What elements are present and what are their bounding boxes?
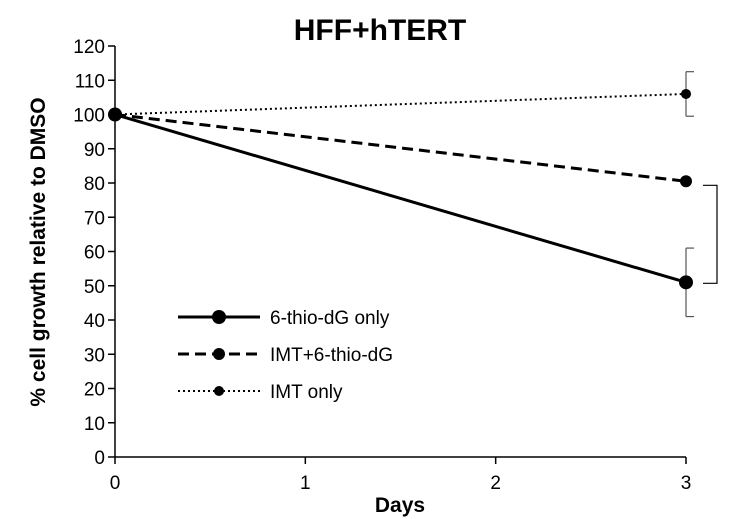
y-axis-title: % cell growth relative to DMSO [27,97,50,406]
y-tick-label: 120 [73,37,105,58]
legend-swatch-marker [213,348,225,360]
x-ticks: 0 1 2 3 [110,457,692,494]
y-tick-label: 30 [84,345,105,366]
y-tick-label: 0 [94,448,105,469]
significance-label: ** [731,219,748,251]
y-tick-label: 50 [84,277,105,298]
y-tick-label: 60 [84,243,105,264]
series-0 [108,107,694,318]
legend-swatch-marker [214,386,224,396]
series-layer [108,71,694,318]
legend-label: IMT only [270,382,343,403]
x-axis-title: Days [375,494,425,517]
x-tick-label: 2 [490,473,501,494]
series-line [114,113,687,183]
x-tick-label: 3 [681,473,692,494]
data-point [110,109,120,120]
series-1 [109,108,692,188]
series-2 [110,71,694,120]
legend-swatch-marker [212,310,226,324]
x-tick-label: 0 [110,473,121,494]
legend-label: IMT+6-thio-dG [270,345,393,366]
legend-label: 6-thio-dG only [270,308,390,329]
y-ticks: 0 10 20 30 40 50 60 70 80 90 100 110 120 [73,37,115,469]
series-line [114,113,687,284]
significance-bracket [703,184,718,284]
data-point [681,88,691,99]
y-tick-label: 70 [84,208,105,229]
series-line [114,92,687,116]
y-tick-label: 110 [75,71,105,92]
chart-title: HFF+hTERT [294,14,467,47]
data-point [680,175,692,188]
y-tick-label: 20 [84,380,105,401]
y-tick-label: 90 [84,140,105,161]
data-point [679,275,693,290]
y-tick-label: 40 [84,311,105,332]
x-tick-label: 1 [300,473,311,494]
annotation-layer: ** [703,184,748,284]
y-tick-label: 80 [84,174,105,195]
y-tick-label: 100 [73,106,105,127]
y-tick-label: 10 [84,414,105,435]
legend: 6-thio-dG only IMT+6-thio-dG IMT only [178,308,393,403]
